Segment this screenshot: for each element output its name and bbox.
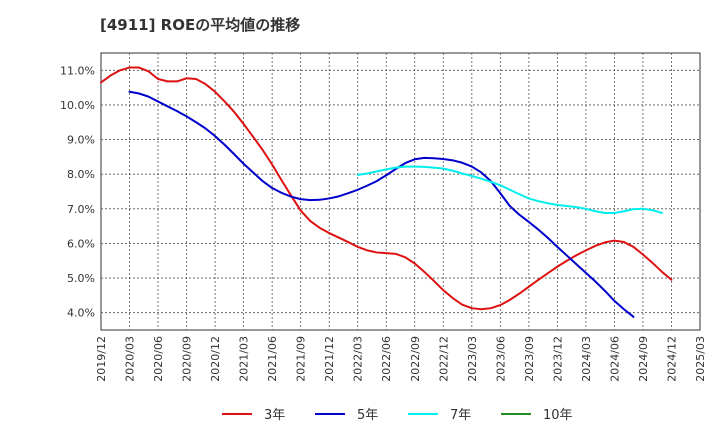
- x-tick-label: 2025/03: [694, 336, 707, 382]
- x-tick-label: 2024/03: [580, 336, 593, 382]
- legend-label-10年: 10年: [543, 408, 573, 423]
- x-tick-label: 2023/03: [466, 336, 479, 382]
- y-tick-label: 5.0%: [67, 272, 95, 285]
- y-tick-label: 8.0%: [67, 168, 95, 181]
- x-tick-label: 2022/06: [380, 336, 393, 382]
- x-tick-label: 2019/12: [95, 336, 108, 382]
- y-tick-label: 9.0%: [67, 134, 95, 147]
- legend-label-7年: 7年: [450, 408, 471, 423]
- x-tick-label: 2021/06: [266, 336, 279, 382]
- series-layer: [100, 66, 673, 318]
- x-tick-label: 2023/12: [551, 336, 564, 382]
- chart-title: [4911] ROEの平均値の推移: [100, 16, 301, 34]
- series-line-7年: [356, 165, 663, 214]
- x-tick-label: 2020/12: [209, 336, 222, 382]
- grid-layer: [100, 52, 701, 331]
- x-tick-label: 2023/06: [494, 336, 507, 382]
- x-tick-label: 2020/09: [181, 336, 194, 382]
- x-tick-label: 2022/09: [409, 336, 422, 382]
- x-tick-label: 2024/09: [637, 336, 650, 382]
- y-tick-label: 11.0%: [60, 64, 95, 77]
- x-tick-label: 2023/09: [523, 336, 536, 382]
- x-tick-label: 2024/06: [608, 336, 621, 382]
- y-tick-label: 7.0%: [67, 203, 95, 216]
- x-tick-label: 2021/03: [238, 336, 251, 382]
- legend-layer: 3年 5年 7年 10年: [222, 408, 573, 423]
- axis-layer: 2019/12 2020/03 2020/06 2020/09 2020/12 2021/…: [60, 64, 707, 381]
- series-line-5年: [128, 90, 635, 318]
- x-tick-label: 2020/03: [124, 336, 137, 382]
- series-line-3年: [100, 66, 673, 311]
- x-tick-label: 2021/12: [323, 336, 336, 382]
- legend-label-3年: 3年: [264, 408, 285, 423]
- plot-area: [100, 52, 701, 331]
- x-tick-label: 2021/09: [295, 336, 308, 382]
- y-tick-label: 6.0%: [67, 237, 95, 250]
- x-tick-label: 2022/03: [352, 336, 365, 382]
- y-tick-label: 4.0%: [67, 307, 95, 320]
- x-tick-label: 2020/06: [152, 336, 165, 382]
- x-tick-label: 2024/12: [665, 336, 678, 382]
- x-tick-label: 2022/12: [437, 336, 450, 382]
- y-tick-label: 10.0%: [60, 99, 95, 112]
- legend-label-5年: 5年: [357, 408, 378, 423]
